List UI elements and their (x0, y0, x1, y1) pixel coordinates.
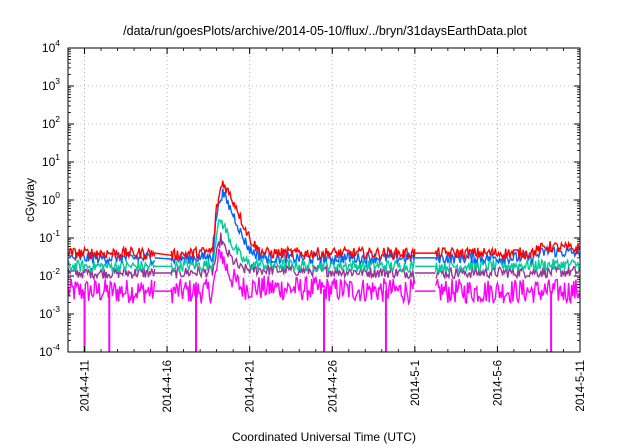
y-tick-label: 10-4 (39, 342, 60, 359)
series-0-gap-connector (154, 252, 172, 257)
series-2-group (68, 219, 580, 275)
series-4-group (68, 248, 580, 352)
series-0-line (68, 180, 580, 262)
series-1-gap-connector (154, 257, 172, 260)
y-tick-label: 101 (42, 152, 60, 169)
chart-title: /data/run/goesPlots/archive/2014-05-10/f… (123, 24, 527, 38)
x-axis: 2014-4-11 2014-4-16 2014-4-21 2014-4-26 2014… (80, 48, 587, 412)
x-tick-label: 2014-5-6 (492, 360, 504, 406)
x-axis-label: Coordinated Universal Time (UTC) (232, 430, 416, 444)
x-tick-label: 2014-5-11 (575, 360, 587, 412)
x-tick-label: 2014-4-11 (80, 360, 92, 412)
series-2-line (68, 219, 580, 275)
x-tick-label: 2014-4-21 (245, 360, 257, 412)
y-tick-label: 100 (42, 190, 60, 207)
y-tick-label: 102 (42, 114, 60, 131)
x-tick-label: 2014-4-26 (327, 360, 339, 412)
y-axis-label: cGy/day (23, 178, 37, 222)
y-axis: 10-4 10-3 10-2 10-1 100 101 102 103 104 (39, 38, 580, 359)
x-tick-label: 2014-5-1 (410, 360, 422, 406)
y-tick-label: 10-2 (39, 266, 60, 283)
y-tick-label: 10-3 (39, 304, 60, 321)
x-tick-label: 2014-4-16 (162, 360, 174, 412)
series-0-group (68, 180, 580, 262)
series-4-line (68, 248, 580, 306)
y-tick-label: 104 (42, 38, 60, 55)
y-tick-label: 10-1 (39, 228, 60, 245)
y-tick-label: 103 (42, 76, 60, 93)
series-layer (68, 180, 580, 352)
